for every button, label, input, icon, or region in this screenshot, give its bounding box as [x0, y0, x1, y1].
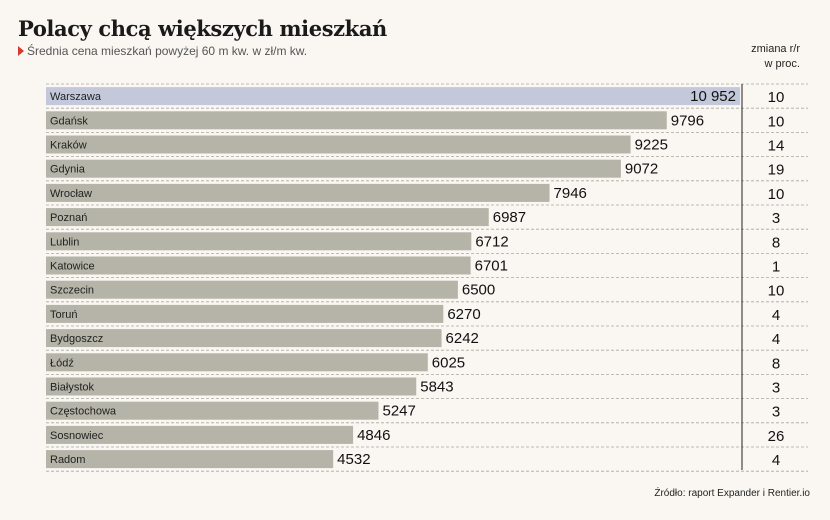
- bar: [46, 401, 379, 420]
- value-label: 6712: [475, 233, 508, 250]
- change-value: 3: [772, 404, 780, 421]
- value-label: 9072: [625, 161, 658, 178]
- bar: [46, 232, 472, 251]
- change-value: 19: [768, 162, 785, 179]
- bar: [46, 329, 442, 348]
- bar: [46, 280, 458, 299]
- value-label: 5247: [382, 403, 415, 420]
- change-header-line-1: zmiana r/r: [751, 43, 800, 55]
- chart-subtitle-row: Średnia cena mieszkań powyżej 60 m kw. w…: [18, 44, 307, 58]
- bar: [46, 135, 631, 154]
- bar: [46, 450, 334, 469]
- value-label: 6987: [493, 209, 526, 226]
- value-label: 4846: [357, 427, 390, 444]
- chart-title: Polacy chcą większych mieszkań: [18, 16, 387, 41]
- change-value: 1: [772, 259, 780, 276]
- value-label: 6701: [475, 258, 508, 275]
- change-value: 8: [772, 234, 780, 251]
- category-label: Szczecin: [50, 285, 94, 297]
- bar: [46, 425, 354, 444]
- change-value: 26: [768, 428, 785, 445]
- bar: [46, 111, 667, 130]
- value-label: 7946: [554, 185, 587, 202]
- change-value: 10: [768, 89, 785, 106]
- change-value: 14: [768, 138, 785, 155]
- change-value: 10: [768, 283, 785, 300]
- bar: [46, 377, 417, 396]
- category-label: Lublin: [50, 236, 79, 248]
- category-label: Poznań: [50, 212, 87, 224]
- bar: [46, 256, 471, 275]
- category-label: Gdynia: [50, 164, 86, 176]
- change-value: 4: [772, 307, 780, 324]
- value-label: 9225: [635, 137, 668, 154]
- change-value: 3: [772, 380, 780, 397]
- change-header-line-2: w proc.: [764, 58, 800, 70]
- value-label: 6500: [462, 282, 495, 299]
- change-value: 4: [772, 331, 780, 348]
- category-label: Kraków: [50, 140, 87, 152]
- category-label: Toruń: [50, 309, 78, 321]
- category-label: Radom: [50, 454, 85, 466]
- value-label: 6025: [432, 354, 465, 371]
- bar: [46, 304, 444, 323]
- red-triangle-icon: [18, 46, 24, 56]
- category-label: Łódź: [50, 357, 74, 369]
- category-label: Bydgoszcz: [50, 333, 103, 345]
- change-value: 4: [772, 452, 780, 469]
- category-label: Sosnowiec: [50, 430, 104, 442]
- source-note: Źródło: raport Expander i Rentier.io: [654, 488, 810, 499]
- value-label: 4532: [337, 451, 370, 468]
- value-label: 5843: [420, 379, 453, 396]
- change-value: 8: [772, 355, 780, 372]
- change-value: 3: [772, 210, 780, 227]
- value-label: 10 952: [690, 88, 736, 105]
- bar: [46, 87, 740, 106]
- bar: [46, 208, 489, 227]
- bar: [46, 159, 621, 178]
- change-value: 10: [768, 186, 785, 203]
- category-label: Częstochowa: [50, 406, 117, 418]
- category-label: Katowice: [50, 261, 95, 273]
- change-value: 10: [768, 113, 785, 130]
- category-label: Gdańsk: [50, 115, 88, 127]
- category-label: Warszawa: [50, 91, 102, 103]
- value-label: 6242: [446, 330, 479, 347]
- change-column-header: zmiana r/r w proc.: [740, 42, 800, 72]
- category-label: Wrocław: [50, 188, 92, 200]
- chart-subtitle: Średnia cena mieszkań powyżej 60 m kw. w…: [27, 44, 308, 58]
- bar: [46, 353, 428, 372]
- bar: [46, 183, 550, 202]
- category-label: Białystok: [50, 382, 95, 394]
- value-label: 9796: [671, 112, 704, 129]
- value-label: 6270: [447, 306, 480, 323]
